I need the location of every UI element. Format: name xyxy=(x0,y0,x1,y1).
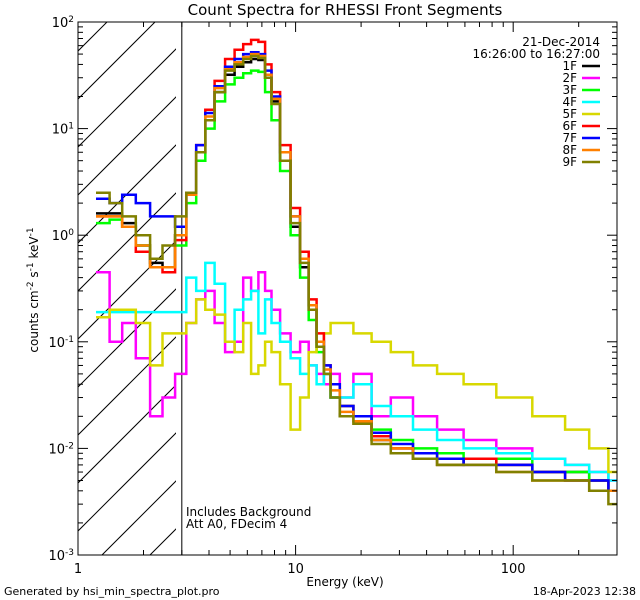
x-tick-label: 10 xyxy=(287,562,304,577)
legend-label-7F: 7F xyxy=(562,131,577,145)
series-4F xyxy=(96,261,617,482)
footer-generated-by: Generated by hsi_min_spectra_plot.pro xyxy=(4,585,220,598)
legend-date: 21-Dec-2014 xyxy=(522,35,600,49)
y-tick-labels: 102 101 100 10-1 10-2 10-3 xyxy=(48,15,74,564)
series-3F xyxy=(96,69,617,493)
legend-label-2F: 2F xyxy=(562,71,577,85)
plot-frame xyxy=(77,21,618,556)
hatch-line xyxy=(78,192,176,292)
legend-label-5F: 5F xyxy=(562,107,577,121)
series-9F xyxy=(96,54,617,506)
x-axis-label: Energy (keV) xyxy=(306,575,383,589)
series-5F xyxy=(96,298,617,474)
hatch-line xyxy=(78,240,176,340)
hatch-line xyxy=(78,432,176,532)
legend-label-6F: 6F xyxy=(562,119,577,133)
excluded-region-hatch xyxy=(78,22,176,555)
x-tick-labels: 1 10 100 xyxy=(74,562,526,577)
legend-label-8F: 8F xyxy=(562,143,577,157)
chart-title: Count Spectra for RHESSI Front Segments xyxy=(188,1,503,19)
x-tick-label: 100 xyxy=(501,562,526,577)
footer-timestamp: 18-Apr-2023 12:38 xyxy=(533,585,636,598)
note-attenuator: Att A0, FDecim 4 xyxy=(186,517,287,531)
note-background: Includes Background xyxy=(186,505,311,519)
x-tick-label: 1 xyxy=(74,562,82,577)
legend-time-range: 16:26:00 to 16:27:00 xyxy=(473,47,600,61)
y-tick-label: 101 xyxy=(52,122,74,138)
y-axis-label: counts cm-2 s-1 keV-1 xyxy=(26,227,41,352)
series-2F xyxy=(96,270,617,482)
y-tick-label: 10-2 xyxy=(48,441,74,457)
hatch-line xyxy=(78,48,176,148)
y-tick-label: 10-1 xyxy=(48,335,74,351)
legend-label-4F: 4F xyxy=(562,95,577,109)
legend-label-9F: 9F xyxy=(562,155,577,169)
legend-label-3F: 3F xyxy=(562,83,577,97)
y-tick-label: 10-3 xyxy=(48,548,74,564)
y-tick-label: 100 xyxy=(52,228,75,244)
y-tick-label: 102 xyxy=(52,15,74,31)
hatch-line xyxy=(78,96,176,196)
axis-ticks xyxy=(77,21,618,556)
hatch-line xyxy=(78,384,176,484)
series-layer xyxy=(96,38,617,506)
legend-label-1F: 1F xyxy=(562,59,577,73)
